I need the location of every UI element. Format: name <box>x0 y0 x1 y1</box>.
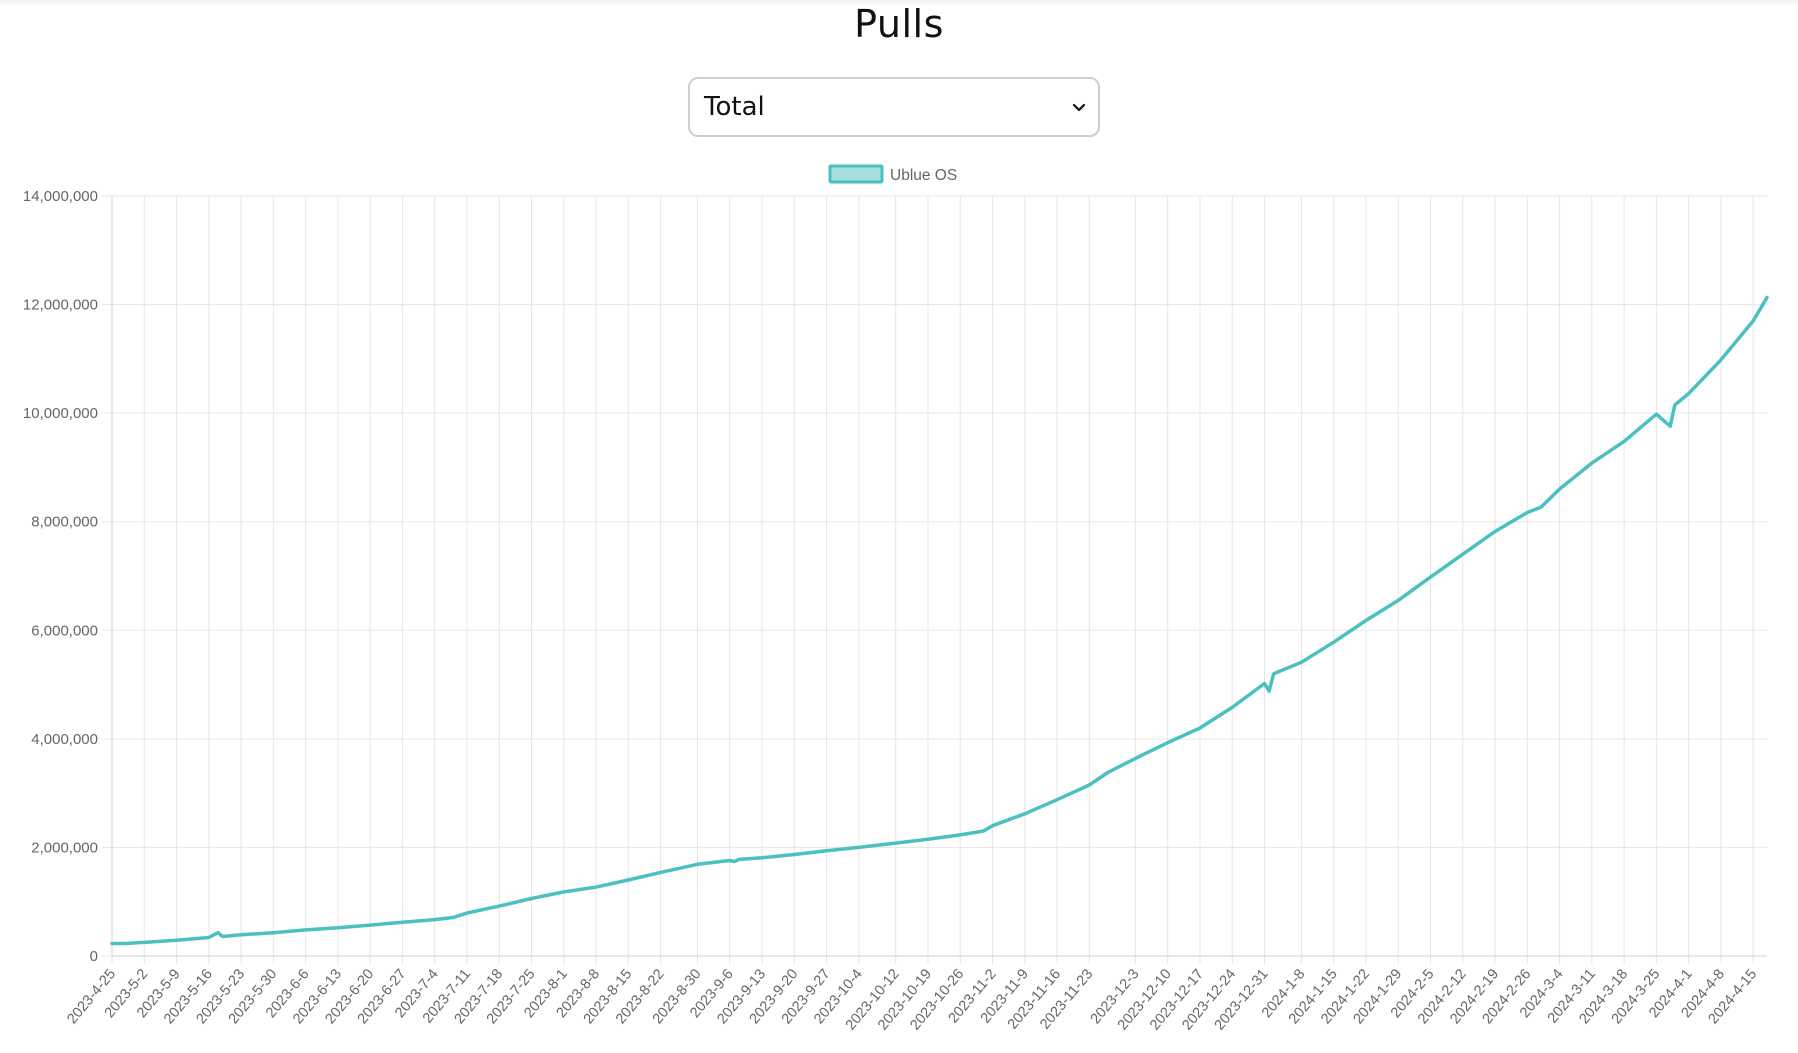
series-select[interactable]: Total <box>688 77 1100 137</box>
y-tick-label: 0 <box>90 948 98 965</box>
y-tick-label: 2,000,000 <box>31 839 98 856</box>
y-tick-label: 14,000,000 <box>23 188 98 205</box>
y-tick-label: 4,000,000 <box>31 731 98 748</box>
page-title: Pulls <box>854 2 944 46</box>
legend-swatch <box>828 164 884 184</box>
y-tick-label: 6,000,000 <box>31 622 98 639</box>
y-tick-label: 12,000,000 <box>23 297 98 314</box>
chevron-down-icon <box>1072 103 1086 112</box>
series-line-ublue-os <box>110 295 1769 946</box>
legend-label: Ublue OS <box>890 167 957 184</box>
top-shadow <box>0 0 1798 6</box>
series-select-value: Total <box>704 92 765 122</box>
y-tick-label: 10,000,000 <box>23 405 98 422</box>
y-tick-label: 8,000,000 <box>31 514 98 531</box>
